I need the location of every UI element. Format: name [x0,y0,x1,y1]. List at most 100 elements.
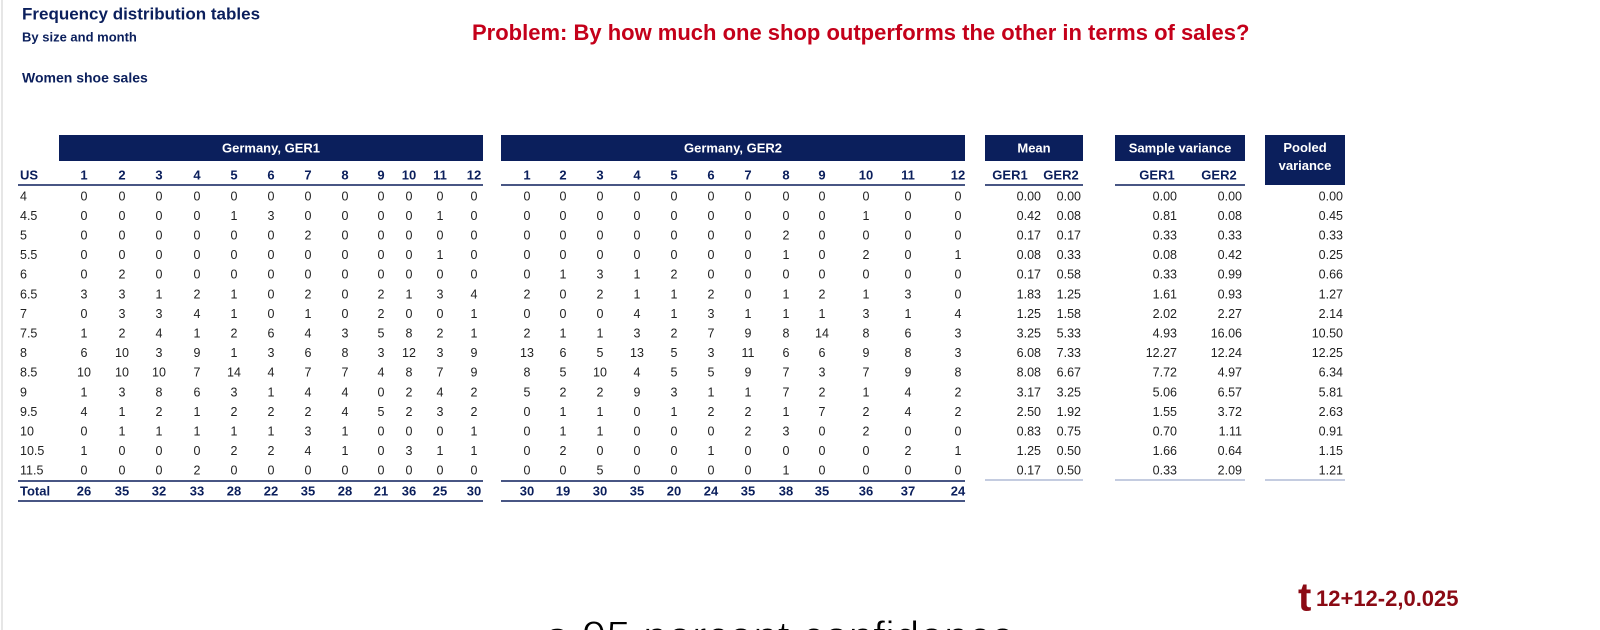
size-cell: 10.5 [20,444,44,458]
count-cell: 0 [378,268,385,282]
count-cell: 3 [231,385,238,399]
count-cell: 0 [745,287,752,301]
count-cell: 2 [268,444,275,458]
count-cell: 0 [905,228,912,242]
count-cell: 0 [406,209,413,223]
count-cell: 2 [819,385,826,399]
mean-cell: 1.25 [1017,444,1041,458]
count-cell: 2 [708,405,715,419]
count-cell: 0 [905,248,912,262]
count-cell: 0 [524,464,531,478]
total-cell: 37 [901,483,915,498]
count-cell: 0 [745,268,752,282]
count-cell: 0 [745,444,752,458]
count-cell: 0 [194,268,201,282]
count-cell: 12 [402,346,416,360]
column-header: 1 [523,167,530,182]
count-cell: 1 [231,209,238,223]
variance-cell: 1.61 [1153,287,1177,301]
count-cell: 0 [905,268,912,282]
count-cell: 2 [560,385,567,399]
count-cell: 0 [671,248,678,262]
count-cell: 0 [634,228,641,242]
count-cell: 0 [378,209,385,223]
mean-cell: 1.25 [1057,287,1081,301]
count-cell: 14 [815,326,829,340]
count-cell: 1 [671,405,678,419]
count-cell: 1 [597,424,604,438]
count-cell: 0 [597,307,604,321]
count-cell: 3 [81,287,88,301]
count-cell: 3 [305,424,312,438]
column-header: 11 [901,167,915,182]
count-cell: 3 [119,287,126,301]
count-cell: 5 [671,346,678,360]
count-cell: 2 [305,228,312,242]
count-cell: 1 [268,385,275,399]
variance-cell: 2.27 [1218,307,1242,321]
count-cell: 0 [708,268,715,282]
pooled-cell: 2.63 [1319,405,1343,419]
count-cell: 2 [305,405,312,419]
count-cell: 5 [524,385,531,399]
mean-cell: 3.25 [1017,326,1041,340]
count-cell: 0 [783,268,790,282]
count-cell: 2 [378,307,385,321]
count-cell: 9 [745,326,752,340]
count-cell: 0 [524,424,531,438]
count-cell: 0 [406,307,413,321]
variance-cell: 0.99 [1218,268,1242,282]
count-cell: 8 [863,326,870,340]
count-cell: 0 [406,248,413,262]
count-cell: 0 [81,189,88,203]
count-cell: 7 [305,366,312,380]
count-cell: 0 [378,444,385,458]
total-cell: 33 [190,483,204,498]
count-cell: 3 [268,346,275,360]
count-cell: 0 [81,209,88,223]
count-cell: 0 [560,189,567,203]
count-cell: 0 [560,209,567,223]
count-cell: 13 [520,346,534,360]
size-cell: 10 [20,424,34,438]
count-cell: 0 [819,228,826,242]
count-cell: 0 [524,248,531,262]
mean-cell: 1.83 [1017,287,1041,301]
total-cell: 35 [115,483,129,498]
count-cell: 1 [783,287,790,301]
count-cell: 0 [955,287,962,301]
variance-cell: 0.93 [1218,287,1242,301]
count-cell: 6 [305,346,312,360]
count-cell: 2 [156,405,163,419]
column-header: GER2 [1201,167,1236,182]
column-header: GER1 [992,167,1027,182]
count-cell: 6 [194,385,201,399]
count-cell: 0 [342,287,349,301]
t-symbol: t [1298,576,1311,620]
count-cell: 0 [81,268,88,282]
count-cell: 0 [819,189,826,203]
count-cell: 0 [634,464,641,478]
count-cell: 8 [156,385,163,399]
total-cell: 22 [264,483,278,498]
count-cell: 6 [905,326,912,340]
count-cell: 0 [863,444,870,458]
count-cell: 0 [406,268,413,282]
count-cell: 9 [905,366,912,380]
count-cell: 0 [708,189,715,203]
count-cell: 0 [194,248,201,262]
count-cell: 7 [437,366,444,380]
count-cell: 2 [437,326,444,340]
count-cell: 0 [819,424,826,438]
count-cell: 0 [268,189,275,203]
count-cell: 0 [597,189,604,203]
count-cell: 0 [342,268,349,282]
count-cell: 0 [406,228,413,242]
pooled-cell: 5.81 [1319,385,1343,399]
count-cell: 1 [863,385,870,399]
count-cell: 14 [227,366,241,380]
count-cell: 0 [524,444,531,458]
count-cell: 2 [194,464,201,478]
count-cell: 0 [560,464,567,478]
count-cell: 1 [783,464,790,478]
